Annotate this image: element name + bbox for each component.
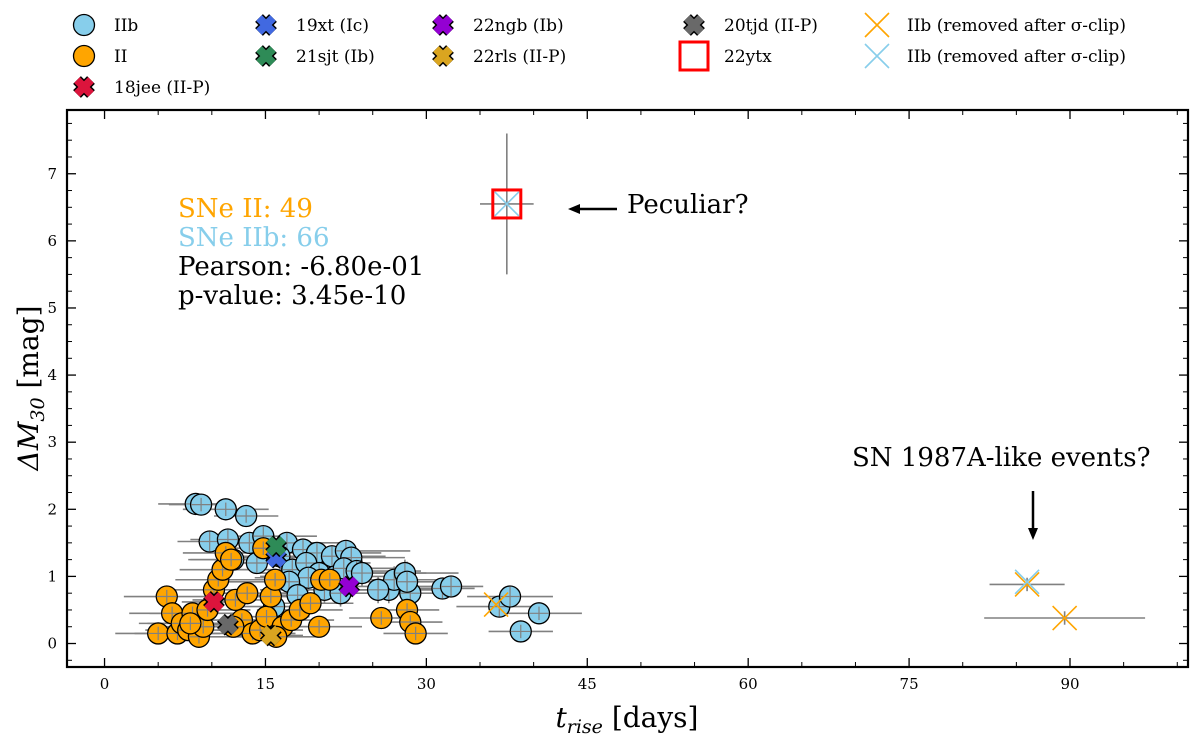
- annotation-sn1987a: SN 1987A-like events?: [852, 443, 1151, 540]
- x-tick-label: 30: [417, 675, 436, 693]
- legend-marker: [74, 77, 94, 97]
- legend-label: 22ytx: [724, 47, 772, 67]
- legend-item: IIb (removed after σ-clip): [864, 12, 1126, 38]
- series-iib-removed-after-clip-: [494, 191, 1040, 595]
- legend-label: 22rls (II-P): [473, 47, 566, 67]
- data-point: [204, 592, 224, 612]
- stat-iib-count: SNe IIb: 66: [178, 223, 330, 253]
- series-22rls-ii-p-: [259, 624, 282, 647]
- annotation-peculiar-arrowhead: [568, 204, 580, 214]
- data-point: [260, 625, 281, 646]
- y-tick-label: 0: [47, 635, 57, 653]
- data-point: [1014, 571, 1040, 598]
- data-point: [491, 188, 523, 220]
- data-point: [266, 536, 287, 557]
- y-tick-label: 4: [47, 366, 57, 384]
- data-point: [494, 191, 520, 217]
- legend-label: 20tjd (II-P): [724, 16, 818, 36]
- y-tick-label: 1: [47, 567, 57, 585]
- series-22ytx: [491, 188, 523, 220]
- legend-item: 19xt (Ic): [255, 14, 369, 36]
- series-20tjd-ii-p-: [217, 613, 239, 636]
- data-markers: [147, 188, 1078, 648]
- data-point: [483, 592, 509, 618]
- legend-marker: [256, 46, 276, 66]
- legend-marker: [72, 13, 96, 37]
- legend-item: 18jee (II-P): [73, 76, 210, 98]
- legend-label: 18jee (II-P): [114, 78, 210, 98]
- stat-pvalue: p-value: 3.45e-10: [178, 281, 406, 311]
- stat-pearson: Pearson: -6.80e-01: [178, 252, 424, 282]
- legend-label: 22ngb (Ib): [473, 16, 564, 36]
- y-tick-label: 6: [47, 232, 57, 250]
- legend-marker: [433, 15, 453, 35]
- legend-item: 22ytx: [678, 40, 772, 72]
- y-tick-label: 5: [47, 299, 57, 317]
- data-point: [218, 614, 238, 635]
- x-tick-label: 45: [578, 675, 597, 693]
- legend-item: IIb: [72, 13, 138, 37]
- data-point: [1052, 605, 1078, 631]
- legend-marker: [678, 40, 710, 72]
- stats-block: SNe II: 49 SNe IIb: 66 Pearson: -6.80e-0…: [178, 194, 424, 311]
- annotation-peculiar: Peculiar?: [568, 190, 749, 220]
- x-tick-label: 15: [256, 675, 275, 693]
- legend-marker: [433, 46, 453, 66]
- x-tick-label: 0: [100, 675, 110, 693]
- x-tick-label: 90: [1060, 675, 1079, 693]
- legend-label: IIb (removed after σ-clip): [907, 16, 1126, 36]
- data-point: [1014, 569, 1040, 595]
- legend-marker: [864, 12, 890, 38]
- series-18jee-ii-p-: [203, 591, 225, 613]
- legend-item: 22rls (II-P): [432, 45, 566, 67]
- legend-item: 21sjt (Ib): [255, 45, 375, 67]
- x-tick-label: 75: [900, 675, 919, 693]
- plot-frame: [65, 108, 1190, 669]
- legend-item: II: [72, 44, 127, 68]
- legend-item: 20tjd (II-P): [683, 14, 818, 36]
- legend-marker: [684, 15, 704, 35]
- legend-item: 22ngb (Ib): [432, 14, 564, 36]
- series-iib-removed-after-clip-: [483, 571, 1078, 631]
- legend-item: IIb (removed after σ-clip): [864, 43, 1126, 69]
- legend-label: II: [114, 47, 127, 67]
- y-tick-label: 2: [47, 500, 57, 518]
- y-tick-label: 3: [47, 433, 57, 451]
- legend-marker: [864, 43, 890, 69]
- legend-label: IIb: [114, 16, 138, 36]
- x-axis-title: trise [days]: [556, 701, 699, 738]
- series-22ngb-ib-: [338, 575, 361, 598]
- legend-marker: [256, 15, 276, 35]
- legend-label: 19xt (Ic): [296, 16, 369, 36]
- stat-ii-count: SNe II: 49: [178, 194, 313, 224]
- y-axis-title: ΔM30 [mag]: [12, 306, 49, 472]
- legend-marker: [72, 44, 96, 68]
- legend-label: 21sjt (Ib): [296, 47, 375, 67]
- data-point: [339, 576, 359, 597]
- legend-label: IIb (removed after σ-clip): [907, 47, 1126, 67]
- annotation-sn1987a-arrowhead: [1028, 528, 1038, 540]
- annotation-peculiar-label: Peculiar?: [627, 190, 749, 220]
- y-tick-label: 7: [47, 165, 57, 183]
- legend: IIb II 18jee (II-P) 19xt (Ic) 21sjt (Ib) 22ng…: [72, 12, 1126, 98]
- series-21sjt-ib-: [265, 535, 288, 558]
- annotation-sn1987a-label: SN 1987A-like events?: [852, 443, 1151, 473]
- x-tick-label: 60: [739, 675, 758, 693]
